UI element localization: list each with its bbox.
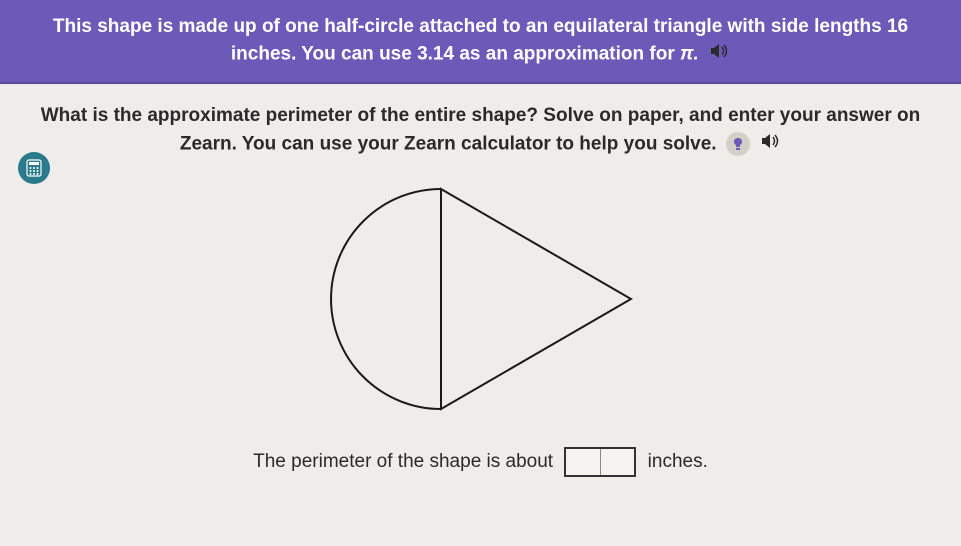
question-line2: Zearn. You can use your Zearn calculator…	[180, 133, 717, 154]
header-text-line2: inches. You can use 3.14 as an approxima…	[231, 43, 680, 64]
answer-prefix: The perimeter of the shape is about	[253, 451, 553, 472]
speaker-icon[interactable]	[761, 130, 781, 159]
answer-input[interactable]	[564, 447, 636, 477]
half-circle	[331, 189, 441, 409]
calculator-button[interactable]	[18, 152, 50, 184]
answer-suffix: inches.	[648, 451, 708, 472]
answer-sentence: The perimeter of the shape is about inch…	[30, 447, 931, 477]
header-text-line1: This shape is made up of one half-circle…	[53, 16, 908, 37]
pi-symbol: π.	[680, 43, 699, 64]
content-area: What is the approximate perimeter of the…	[0, 84, 961, 546]
equilateral-triangle	[441, 189, 631, 409]
question-line1: What is the approximate perimeter of the…	[41, 105, 920, 126]
shape-diagram	[30, 169, 931, 429]
question-text: What is the approximate perimeter of the…	[30, 102, 931, 159]
hint-lightbulb-icon[interactable]	[726, 132, 750, 156]
composite-shape-svg	[281, 169, 681, 429]
calculator-icon	[26, 159, 42, 177]
problem-header: This shape is made up of one half-circle…	[0, 0, 961, 84]
speaker-icon[interactable]	[710, 41, 730, 68]
